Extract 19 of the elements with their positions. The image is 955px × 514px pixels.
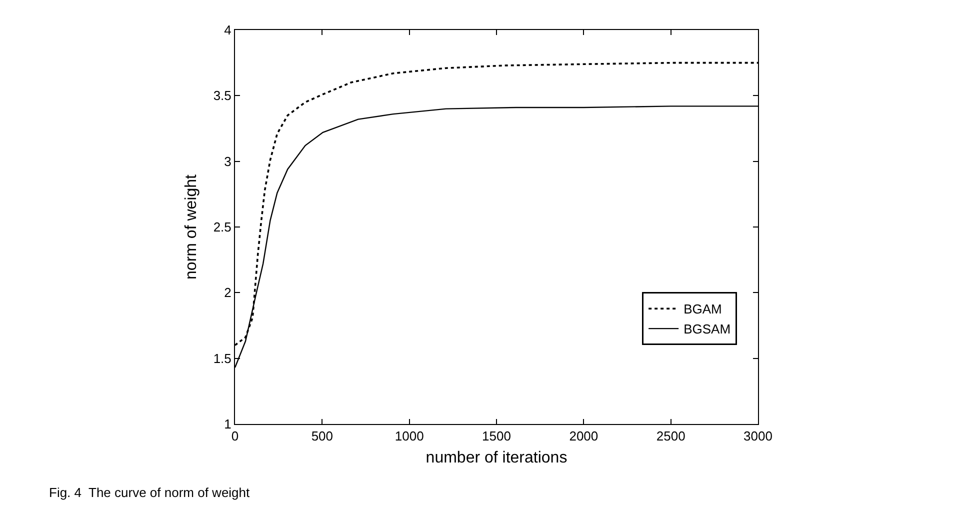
y-tick-label: 4 <box>224 22 232 38</box>
x-tick-label: 1500 <box>482 428 511 444</box>
y-tick-label: 2 <box>224 285 232 300</box>
x-tick-label: 3000 <box>744 428 772 444</box>
x-tick-label: 1000 <box>394 428 424 444</box>
x-axis-title: number of iterations <box>426 449 568 466</box>
x-tick-label: 2000 <box>569 428 598 444</box>
x-tick-label: 0 <box>231 428 239 444</box>
x-tick-label: 2500 <box>656 428 686 444</box>
y-tick-label: 3.5 <box>213 88 232 104</box>
y-tick-label: 1.5 <box>213 350 232 366</box>
y-axis-title: norm of weight <box>183 174 200 280</box>
y-tick-label: 2.5 <box>213 220 232 235</box>
caption: Fig. 4 The curve of norm of weight <box>49 485 250 500</box>
x-tick-label: 500 <box>311 428 334 444</box>
y-tick-label: 1 <box>224 416 232 432</box>
legend-label: BGSAM <box>684 322 731 337</box>
y-tick-label: 3 <box>224 154 232 169</box>
legend-label: BGAM <box>684 302 722 317</box>
